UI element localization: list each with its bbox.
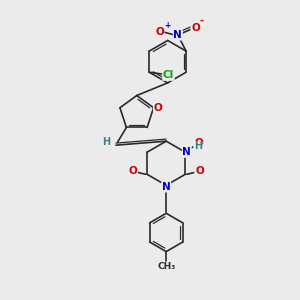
Text: +: + bbox=[164, 21, 170, 30]
Text: O: O bbox=[191, 22, 200, 32]
Text: CH₃: CH₃ bbox=[157, 262, 175, 272]
Text: H: H bbox=[102, 137, 110, 147]
Text: Cl: Cl bbox=[163, 70, 174, 80]
Text: O: O bbox=[195, 166, 204, 176]
Text: O: O bbox=[155, 27, 164, 37]
Text: N: N bbox=[182, 147, 191, 157]
Text: O: O bbox=[154, 103, 162, 113]
Text: O: O bbox=[194, 138, 203, 148]
Text: H: H bbox=[194, 141, 202, 151]
Text: N: N bbox=[162, 182, 171, 192]
Text: -: - bbox=[200, 16, 204, 26]
Text: O: O bbox=[129, 166, 137, 176]
Text: N: N bbox=[173, 30, 182, 40]
